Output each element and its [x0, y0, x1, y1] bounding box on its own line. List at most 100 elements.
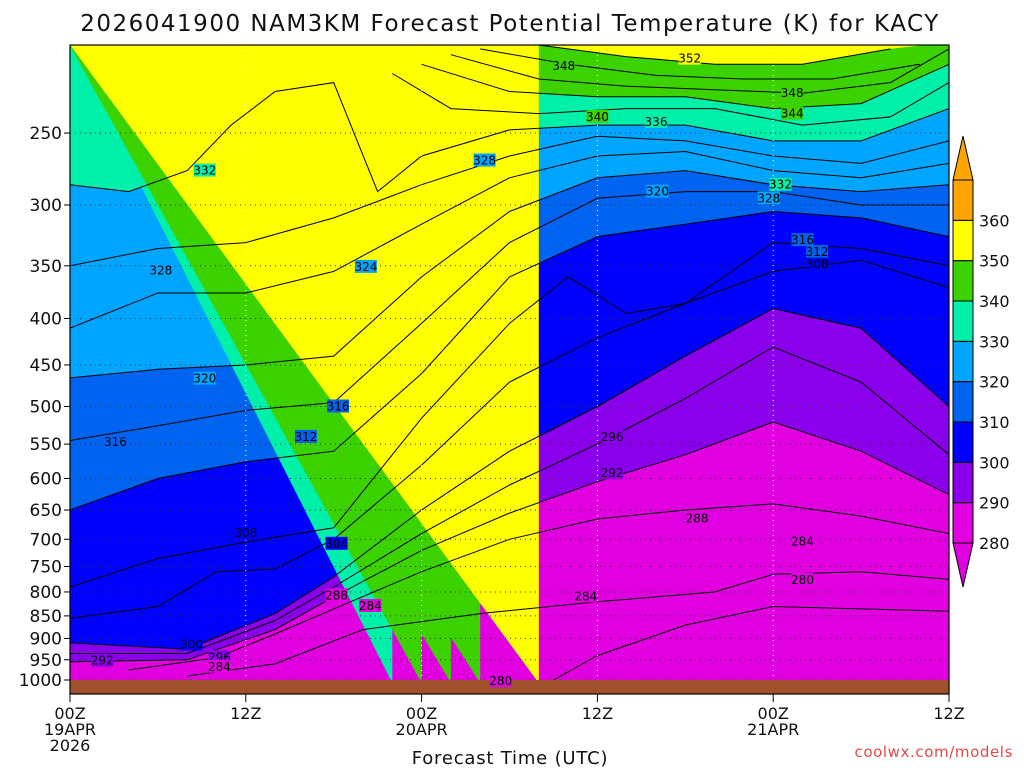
y-tick-label: 550 — [30, 435, 62, 455]
contour-label: 332 — [769, 178, 792, 192]
isentrope-328 — [70, 135, 949, 267]
contour-label: 284 — [208, 660, 231, 674]
contour-label: 304 — [325, 537, 348, 551]
contour-label-bg — [574, 589, 597, 603]
contour-label-bg — [234, 526, 257, 539]
x-tick-label: 21APR — [747, 720, 799, 739]
y-tick-label: 750 — [30, 557, 62, 577]
contour-label-bg — [208, 659, 231, 673]
isentrope-312 — [70, 210, 949, 511]
colorbar-label: 350 — [979, 252, 1010, 271]
colorbar-swatch-280 — [952, 502, 974, 544]
isentrope-344 — [450, 48, 949, 94]
contour-label-bg — [325, 536, 348, 550]
colorbar-swatch-340 — [952, 260, 974, 302]
contour-label: 328 — [473, 154, 496, 168]
x-tick-label: 12Z — [933, 704, 964, 723]
contour-label: 344 — [781, 107, 804, 121]
isentrope-304 — [70, 259, 949, 619]
band-352 — [70, 45, 925, 680]
y-tick-label: 850 — [30, 607, 62, 627]
contour-label: 288 — [686, 511, 709, 525]
colorbar-label: 360 — [979, 211, 1010, 230]
contour-label-bg — [552, 59, 575, 73]
contour-label-bg — [586, 109, 609, 123]
isentrope-292 — [70, 421, 949, 663]
contour-label: 348 — [552, 59, 575, 73]
colorbar-swatch-310 — [952, 381, 974, 423]
contour-label: 340 — [586, 110, 609, 124]
isentrope-284 — [187, 571, 949, 677]
isentrope-316 — [70, 191, 949, 441]
colorbar-label: 300 — [979, 453, 1010, 472]
contour-label-bg — [781, 106, 804, 120]
colorbar-label: 320 — [979, 373, 1010, 392]
contour-label: 300 — [180, 638, 203, 652]
contour-label-bg — [601, 429, 624, 443]
contour-label-bg — [325, 588, 348, 602]
chart-title: 2026041900 NAM3KM Forecast Potential Tem… — [80, 11, 940, 37]
contour-label-bg — [193, 163, 216, 177]
contour-label: 308 — [806, 258, 829, 272]
y-tick-label: 600 — [30, 469, 62, 489]
contour-label-bg — [473, 153, 496, 167]
contour-label-bg — [359, 599, 382, 612]
contour-label: 328 — [757, 191, 780, 205]
y-tick-label: 800 — [30, 583, 62, 603]
contour-label-bg — [601, 466, 624, 480]
y-tick-label: 400 — [30, 309, 62, 329]
isentrope-308 — [70, 242, 949, 588]
contour-label: 280 — [791, 573, 814, 587]
contour-label: 312 — [294, 430, 317, 444]
colorbar-label: 340 — [979, 292, 1010, 311]
contour-label-bg — [781, 86, 804, 100]
contour-label-bg — [769, 177, 792, 191]
x-tick-label: 20APR — [396, 720, 448, 739]
y-tick-label: 950 — [30, 651, 62, 671]
isentrope-336 — [392, 73, 949, 126]
contour-label-bg — [646, 184, 669, 198]
y-tick-label: 450 — [30, 356, 62, 376]
contour-label: 292 — [91, 654, 114, 668]
contour-label: 328 — [149, 263, 172, 277]
colorbar-label: 280 — [979, 534, 1010, 553]
theta-fill — [70, 45, 949, 680]
colorbar-label: 330 — [979, 332, 1010, 351]
contour-label-bg — [354, 259, 377, 273]
contour-label-bg — [91, 653, 114, 667]
colorbar-top-arrow — [952, 135, 974, 181]
isentrope-320 — [70, 170, 949, 379]
x-tick-label: 00Z — [758, 704, 789, 723]
contour-label: 280 — [489, 674, 512, 688]
contour-label-bg — [686, 511, 708, 525]
plot-frame — [69, 44, 950, 695]
contour-label: 316 — [791, 233, 814, 247]
x-axis-label: Forecast Time (UTC) — [412, 748, 609, 768]
isentrope-288 — [128, 503, 949, 671]
contour-label: 348 — [781, 86, 804, 100]
x-tick-label: 12Z — [230, 704, 261, 723]
colorbar-label: 290 — [979, 494, 1010, 513]
colorbar-label: 310 — [979, 413, 1010, 432]
contour-label-bg — [104, 435, 127, 448]
contour-label-bg — [180, 637, 203, 651]
credit-text[interactable]: coolwx.com/models — [855, 743, 1014, 761]
x-tick-label: 12Z — [582, 704, 613, 723]
contour-label: 284 — [574, 589, 597, 603]
contour-label: 352 — [678, 52, 701, 66]
contour-label: 336 — [645, 115, 668, 129]
contour-label: 288 — [325, 588, 348, 602]
dotted-grid — [70, 45, 949, 681]
colorbar-swatch-320 — [952, 340, 974, 383]
colorbar-swatch-300 — [952, 421, 974, 463]
colorbar: 280 290 300 310 320 330 340 350 360 — [952, 135, 1010, 588]
y-tick-label: 700 — [30, 530, 62, 550]
isentrope-332 — [70, 82, 949, 193]
contour-label: 320 — [193, 372, 216, 386]
contour-label-bg — [757, 191, 780, 205]
y-tick-label: 350 — [30, 257, 62, 277]
isentrope-296 — [70, 346, 949, 654]
